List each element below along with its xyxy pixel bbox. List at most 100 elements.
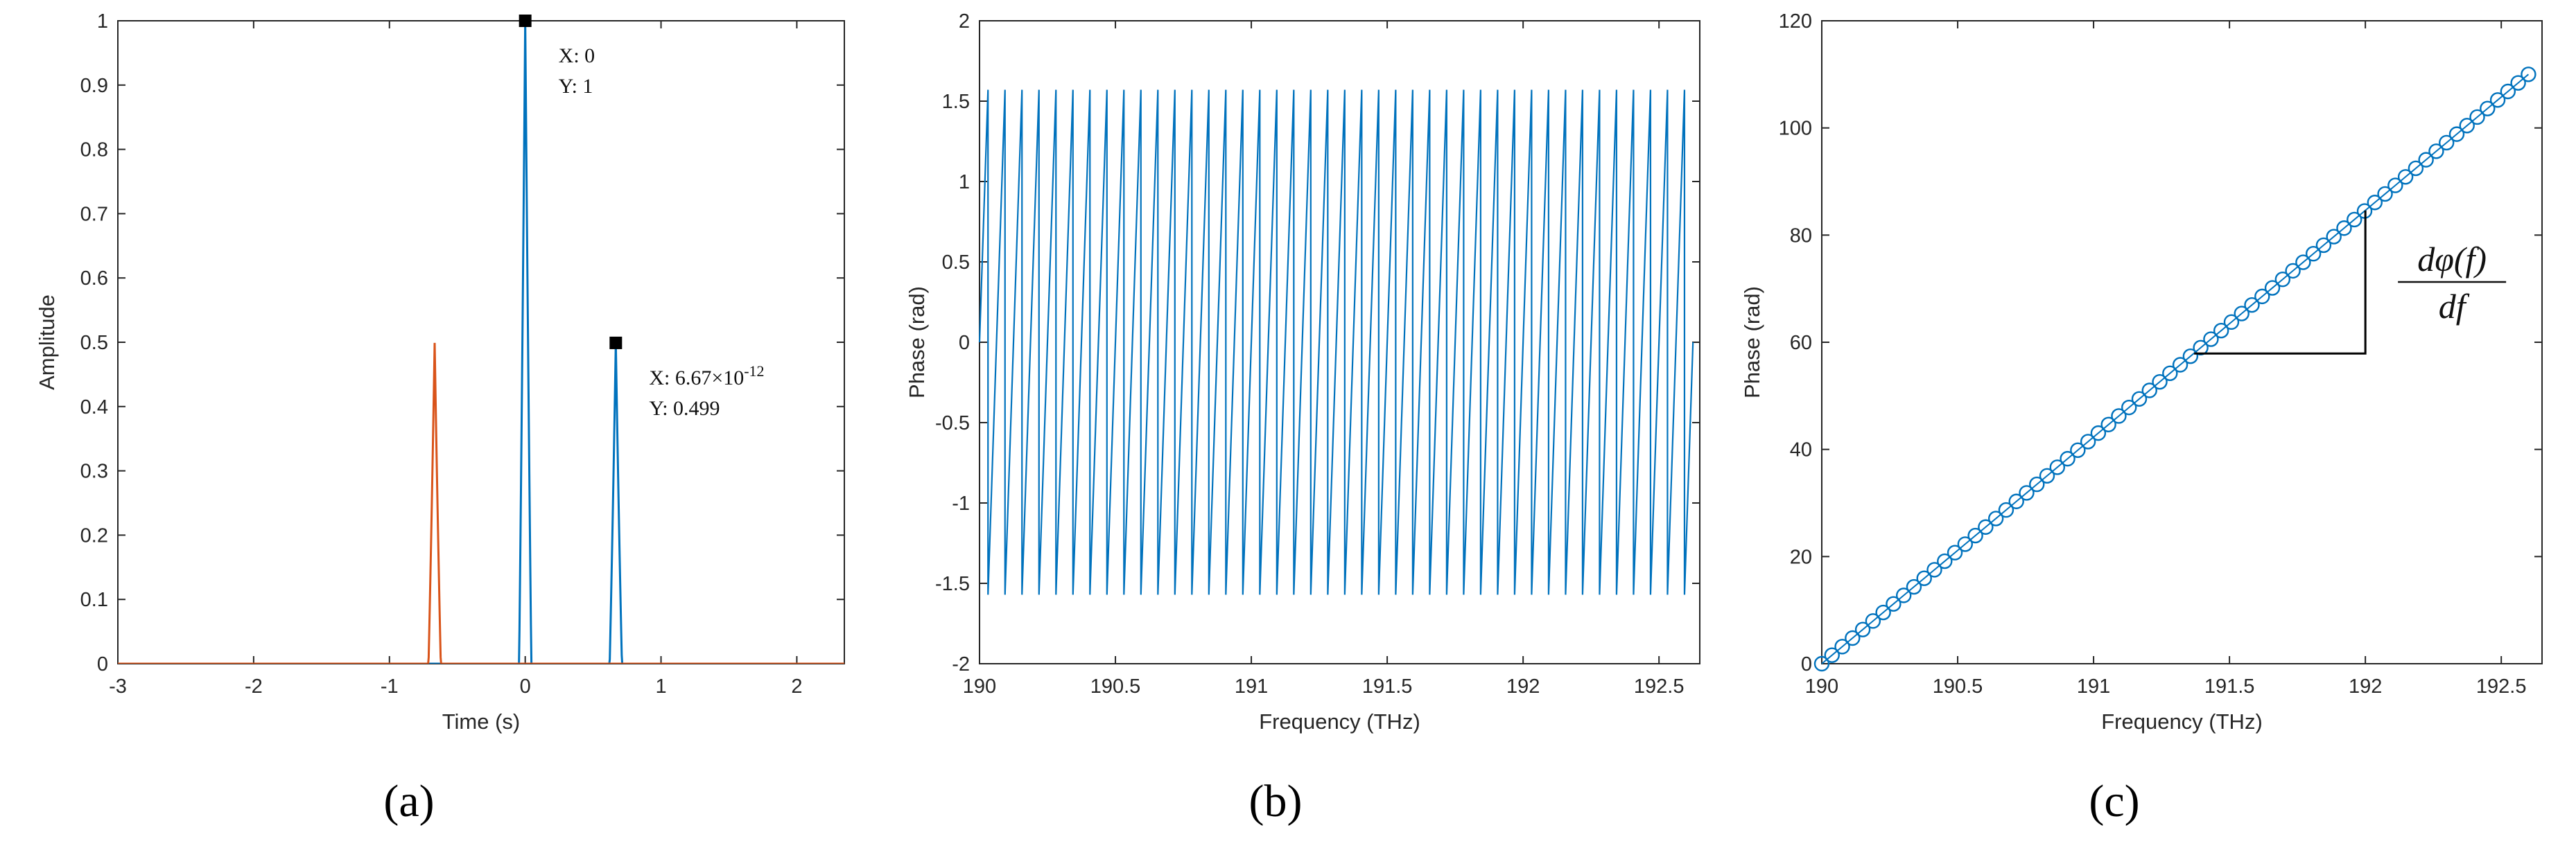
data-point bbox=[1937, 553, 1953, 569]
data-point bbox=[2397, 169, 2414, 185]
y-tick-label: 0.5 bbox=[80, 332, 108, 354]
x-tick-label: 191 bbox=[1235, 675, 1268, 698]
data-point bbox=[2439, 134, 2455, 151]
y-tick-label: 120 bbox=[1779, 10, 1812, 33]
y-tick-label: 0.8 bbox=[80, 139, 108, 161]
data-point bbox=[2459, 118, 2475, 134]
x-tick-label: 1 bbox=[655, 675, 666, 698]
y-axis-label: Phase (rad) bbox=[905, 286, 929, 398]
datatip-marker bbox=[519, 15, 532, 27]
x-tick-label: 191 bbox=[2077, 675, 2110, 698]
data-point bbox=[1854, 621, 1871, 637]
data-point bbox=[2418, 152, 2434, 168]
data-point bbox=[2182, 348, 2199, 364]
datatip-y-label: Y: 0.499 bbox=[649, 397, 720, 420]
y-tick-label: 1 bbox=[959, 171, 970, 193]
data-point bbox=[2234, 306, 2249, 321]
data-point bbox=[2347, 211, 2362, 228]
panel-label-c: (c) bbox=[2089, 776, 2139, 827]
chart-c: 190 190.5 191 191.5 192 192.5 0 20 40 60 80 100 120 F… bbox=[1740, 10, 2543, 734]
x-tick-label: 192 bbox=[1506, 675, 1540, 698]
x-tick-label: 190.5 bbox=[1933, 675, 1983, 698]
data-point bbox=[2213, 322, 2229, 339]
y-tick-label: 40 bbox=[1790, 439, 1812, 461]
data-point bbox=[2315, 237, 2332, 254]
data-point bbox=[2428, 143, 2444, 159]
wrapped-phase-line bbox=[978, 89, 1694, 595]
data-point bbox=[2480, 100, 2496, 116]
y-tick-label: 60 bbox=[1790, 332, 1812, 354]
y-tick-label: 0.7 bbox=[80, 203, 108, 225]
data-point bbox=[1978, 519, 1994, 535]
data-point bbox=[2080, 434, 2096, 450]
plot-frame bbox=[117, 20, 845, 664]
data-point bbox=[2510, 75, 2526, 91]
y-tick-label: 0.4 bbox=[80, 396, 108, 418]
data-point bbox=[2121, 399, 2137, 416]
data-point bbox=[2408, 160, 2424, 177]
data-point bbox=[2049, 459, 2066, 475]
data-point bbox=[2111, 408, 2127, 424]
y-tick-label: 0.1 bbox=[80, 589, 108, 611]
x-tick-label: -3 bbox=[109, 675, 127, 698]
y-tick-label: 0 bbox=[97, 653, 108, 675]
y-tick-label: -0.5 bbox=[935, 412, 970, 434]
data-point bbox=[2152, 373, 2168, 390]
y-tick-label: -1.5 bbox=[935, 573, 970, 595]
data-point bbox=[1875, 604, 1891, 621]
y-tick-label: -2 bbox=[952, 653, 970, 675]
y-tick-label: 0.5 bbox=[942, 251, 970, 274]
y-tick-label: 0.3 bbox=[80, 461, 108, 483]
data-point bbox=[2469, 109, 2485, 125]
data-point bbox=[2090, 425, 2107, 441]
x-axis-label: Time (s) bbox=[442, 709, 521, 734]
data-point bbox=[2295, 254, 2311, 270]
y-tick-label: 0.2 bbox=[80, 524, 108, 547]
data-point bbox=[2274, 272, 2291, 288]
data-point bbox=[1957, 536, 1974, 552]
data-point bbox=[2131, 391, 2148, 407]
data-point bbox=[1886, 596, 1901, 612]
data-point bbox=[2500, 83, 2516, 100]
data-point bbox=[1813, 655, 1830, 672]
data-point bbox=[2326, 229, 2342, 245]
x-tick-label: -2 bbox=[245, 675, 263, 698]
data-point bbox=[2489, 92, 2506, 108]
data-point bbox=[1967, 527, 1983, 544]
data-point bbox=[2100, 416, 2116, 432]
data-point bbox=[2521, 67, 2536, 82]
data-point bbox=[2264, 280, 2281, 296]
data-point bbox=[2162, 365, 2178, 382]
plot-frame bbox=[1821, 20, 2543, 664]
data-point bbox=[2285, 263, 2301, 279]
slope-numerator: dφ(f) bbox=[2417, 240, 2487, 279]
x-tick-label: 190 bbox=[963, 675, 996, 698]
data-point bbox=[2367, 195, 2383, 211]
data-point bbox=[2172, 357, 2188, 373]
data-point bbox=[2008, 493, 2024, 509]
y-tick-label: 0 bbox=[959, 332, 970, 354]
datatip-exponent: -12 bbox=[744, 362, 764, 380]
data-point bbox=[1998, 502, 2014, 518]
data-point bbox=[1834, 639, 1850, 655]
data-point bbox=[2029, 476, 2045, 493]
y-axis-label: Amplitude bbox=[35, 294, 59, 390]
data-point bbox=[2193, 339, 2209, 356]
x-tick-label: 191.5 bbox=[2204, 675, 2255, 698]
slope-denominator: df bbox=[2439, 287, 2470, 326]
datatip-x-label: X: 0 bbox=[559, 44, 595, 67]
x-tick-label: 192 bbox=[2349, 675, 2382, 698]
data-point bbox=[2377, 186, 2393, 202]
y-tick-label: 0.6 bbox=[80, 267, 108, 290]
x-axis-label: Frequency (THz) bbox=[2101, 709, 2263, 734]
y-tick-label: 0 bbox=[1801, 653, 1812, 675]
data-point bbox=[1824, 647, 1840, 663]
y-tick-label: 1.5 bbox=[942, 91, 970, 113]
data-point bbox=[1906, 578, 1922, 595]
data-point bbox=[1845, 630, 1861, 646]
data-point bbox=[2305, 246, 2322, 262]
x-tick-label: -1 bbox=[381, 675, 399, 698]
y-tick-label: 80 bbox=[1790, 224, 1812, 247]
panel-label-a: (a) bbox=[383, 776, 434, 827]
